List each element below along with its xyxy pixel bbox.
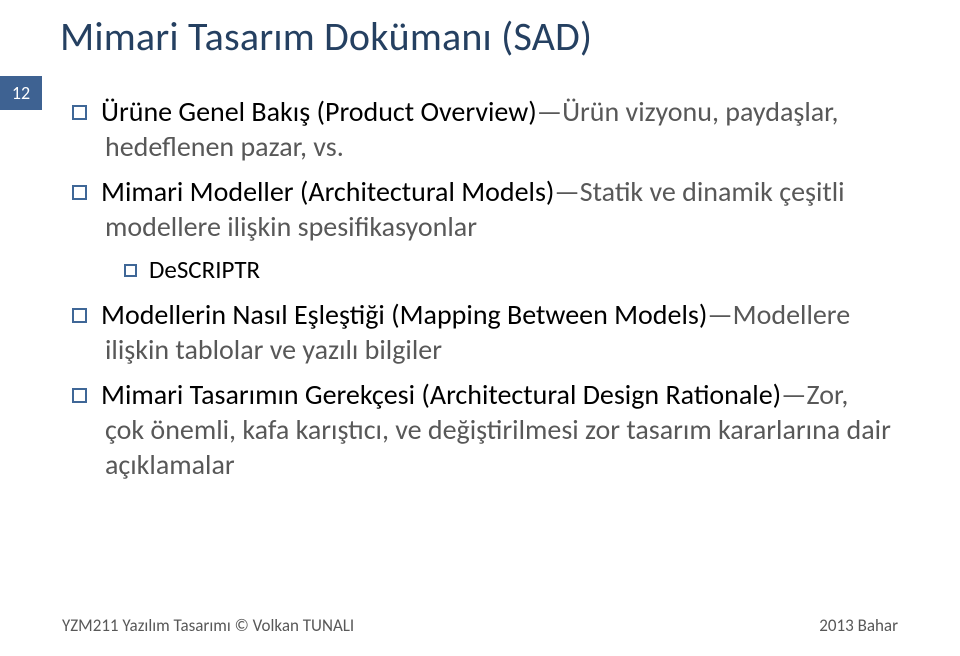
footer-right: 2013 Bahar xyxy=(819,615,898,636)
list-item: Mimari Tasarımın Gerekçesi (Architectura… xyxy=(72,377,892,482)
slide: Mimari Tasarım Dokümanı (SAD) 12 Ürüne G… xyxy=(0,0,960,656)
footer-left: YZM211 Yazılım Tasarımı © Volkan TUNALI xyxy=(62,615,354,636)
square-bullet-icon xyxy=(72,105,87,120)
item-bold: Ürüne Genel Bakış (Product Overview) xyxy=(101,94,537,129)
list-item: Modellerin Nasıl Eşleştiği (Mapping Betw… xyxy=(72,297,892,367)
page-title: Mimari Tasarım Dokümanı (SAD) xyxy=(60,12,592,61)
subitem-bold: DeSCRIPTR xyxy=(149,254,260,285)
footer: YZM211 Yazılım Tasarımı © Volkan TUNALI … xyxy=(62,615,898,636)
square-bullet-icon xyxy=(72,185,87,200)
square-bullet-icon xyxy=(72,308,87,323)
square-bullet-icon xyxy=(124,264,137,277)
page-number-badge: 12 xyxy=(0,76,42,110)
list-item: Mimari Modeller (Architectural Models)—S… xyxy=(72,174,892,244)
item-bold: Modellerin Nasıl Eşleştiği (Mapping Betw… xyxy=(101,297,707,332)
square-bullet-icon xyxy=(72,388,87,403)
content-area: Ürüne Genel Bakış (Product Overview)—Ürü… xyxy=(72,94,892,492)
item-bold: Mimari Tasarımın Gerekçesi (Architectura… xyxy=(101,377,781,412)
list-item: Ürüne Genel Bakış (Product Overview)—Ürü… xyxy=(72,94,892,164)
item-bold: Mimari Modeller (Architectural Models) xyxy=(101,174,554,209)
sub-list-item: DeSCRIPTR xyxy=(124,254,892,285)
